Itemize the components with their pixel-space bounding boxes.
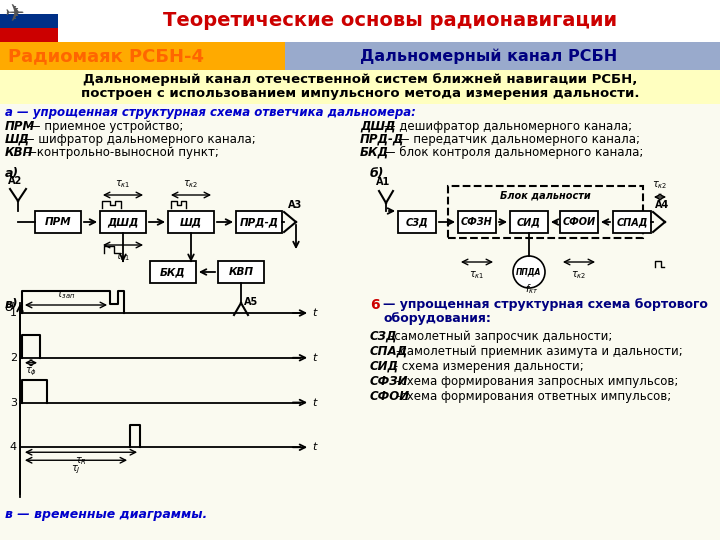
- Text: A5: A5: [244, 297, 258, 307]
- Bar: [448, 186, 643, 238]
- Text: в — временные диаграммы.: в — временные диаграммы.: [5, 508, 207, 521]
- Text: Радиомаяк РСБН-4: Радиомаяк РСБН-4: [8, 47, 204, 65]
- Bar: [168, 211, 214, 233]
- Text: — приемное устройство;: — приемное устройство;: [25, 120, 184, 133]
- Text: а — упрощенная структурная схема ответчика дальномера:: а — упрощенная структурная схема ответчи…: [5, 106, 416, 119]
- Text: 4: 4: [10, 442, 17, 453]
- Text: t: t: [312, 353, 316, 363]
- Text: 3: 3: [10, 397, 17, 408]
- Text: оборудования:: оборудования:: [383, 312, 491, 325]
- Text: СФЗН: СФЗН: [461, 217, 493, 227]
- Text: ШД: ШД: [5, 133, 30, 146]
- Bar: [613, 211, 651, 233]
- Text: ПРД-Д: ПРД-Д: [240, 217, 279, 227]
- Text: -схема формирования запросных импульсов;: -схема формирования запросных импульсов;: [397, 375, 679, 388]
- Text: а): а): [5, 167, 19, 180]
- Text: -самолетный приемник азимута и дальности;: -самолетный приемник азимута и дальности…: [397, 345, 683, 358]
- Text: Дальномерный канал РСБН: Дальномерный канал РСБН: [360, 48, 617, 64]
- Text: ПРД-Д: ПРД-Д: [360, 133, 405, 146]
- Bar: [0, 70, 720, 104]
- Text: t: t: [312, 442, 316, 453]
- Text: СФЗИ: СФЗИ: [370, 375, 408, 388]
- Text: $\tau_J$: $\tau_J$: [71, 463, 81, 476]
- Bar: [0, 167, 720, 522]
- Text: $\tau_{\kappa1}$: $\tau_{\kappa1}$: [115, 251, 131, 263]
- Text: $\tau_{\phi}$: $\tau_{\phi}$: [25, 366, 37, 378]
- Text: 6: 6: [370, 298, 379, 312]
- Bar: [100, 211, 146, 233]
- Text: КВП: КВП: [5, 146, 34, 159]
- Text: — дешифратор дальномерного канала;: — дешифратор дальномерного канала;: [380, 120, 633, 133]
- Bar: [0, 28, 58, 42]
- Text: A1: A1: [376, 177, 390, 187]
- Text: ✈: ✈: [5, 2, 24, 26]
- Text: ШД: ШД: [180, 217, 202, 227]
- Text: $\tau_R$: $\tau_R$: [75, 455, 87, 467]
- Bar: [0, 42, 285, 70]
- Bar: [35, 211, 81, 233]
- Text: ДШД: ДШД: [360, 120, 395, 133]
- Text: ПРМ: ПРМ: [5, 120, 35, 133]
- Text: — упрощенная структурная схема бортового: — упрощенная структурная схема бортового: [383, 298, 708, 311]
- Text: $f_{\kappa т}$: $f_{\kappa т}$: [525, 282, 539, 296]
- Text: БКД: БКД: [360, 146, 389, 159]
- Bar: [0, 0, 58, 14]
- Text: $\tau_{\kappa1}$: $\tau_{\kappa1}$: [115, 178, 131, 190]
- Bar: [458, 211, 496, 233]
- Text: Теоретические основы радионавигации: Теоретические основы радионавигации: [163, 11, 617, 30]
- Text: $\tau_{\kappa2}$: $\tau_{\kappa2}$: [184, 178, 199, 190]
- Text: $\tau_{\kappa1}$: $\tau_{\kappa1}$: [469, 269, 485, 281]
- Text: КВП: КВП: [228, 267, 253, 277]
- Text: в): в): [5, 298, 19, 311]
- Text: 1: 1: [10, 308, 17, 318]
- Text: -схема формирования ответных импульсов;: -схема формирования ответных импульсов;: [397, 390, 672, 403]
- Text: $\tau_{зап}$: $\tau_{зап}$: [56, 289, 76, 301]
- Text: -самолетный запросчик дальности;: -самолетный запросчик дальности;: [390, 330, 612, 343]
- Text: СИД: СИД: [370, 360, 399, 373]
- Text: ППДА: ППДА: [516, 267, 541, 276]
- Bar: [0, 14, 58, 28]
- Bar: [58, 0, 720, 42]
- Text: 2: 2: [10, 353, 17, 363]
- Text: U: U: [4, 301, 13, 314]
- Text: БКД: БКД: [160, 267, 186, 277]
- Text: СЗД: СЗД: [370, 330, 397, 343]
- Bar: [236, 211, 282, 233]
- Text: — блок контроля дальномерного канала;: — блок контроля дальномерного канала;: [380, 146, 644, 159]
- Text: построен с использованием импульсного метода измерения дальности.: построен с использованием импульсного ме…: [81, 87, 639, 100]
- Text: — передатчик дальномерного канала;: — передатчик дальномерного канала;: [394, 133, 640, 146]
- Text: $\tau_{\kappa2}$: $\tau_{\kappa2}$: [571, 269, 587, 281]
- Text: - схема измерения дальности;: - схема измерения дальности;: [390, 360, 583, 373]
- Text: — шифратор дальномерного канала;: — шифратор дальномерного канала;: [19, 133, 256, 146]
- Text: СЗД: СЗД: [405, 217, 428, 227]
- Bar: [285, 42, 720, 70]
- Text: —контрольно-выносной пункт;: —контрольно-выносной пункт;: [25, 146, 220, 159]
- Text: Дальномерный канал отечественной систем ближней навигации РСБН,: Дальномерный канал отечественной систем …: [83, 73, 637, 86]
- Text: б): б): [370, 167, 384, 180]
- Text: СФОИ: СФОИ: [370, 390, 410, 403]
- Text: Блок дальности: Блок дальности: [500, 190, 591, 200]
- Text: A2: A2: [8, 176, 22, 186]
- Text: A4: A4: [655, 200, 670, 210]
- Text: t: t: [312, 308, 316, 318]
- Text: A3: A3: [288, 200, 302, 210]
- Bar: [560, 211, 598, 233]
- Text: ДШД: ДШД: [107, 217, 139, 227]
- Text: t: t: [312, 397, 316, 408]
- Text: СПАД: СПАД: [370, 345, 408, 358]
- Bar: [218, 261, 264, 283]
- Text: СФОИ: СФОИ: [562, 217, 595, 227]
- Bar: [398, 211, 436, 233]
- Text: $\tau_{\kappa2}$: $\tau_{\kappa2}$: [652, 179, 667, 191]
- Bar: [150, 261, 196, 283]
- Bar: [510, 211, 548, 233]
- Text: СИД: СИД: [517, 217, 541, 227]
- Circle shape: [513, 256, 545, 288]
- Text: ПРМ: ПРМ: [45, 217, 71, 227]
- Text: СПАД: СПАД: [616, 217, 648, 227]
